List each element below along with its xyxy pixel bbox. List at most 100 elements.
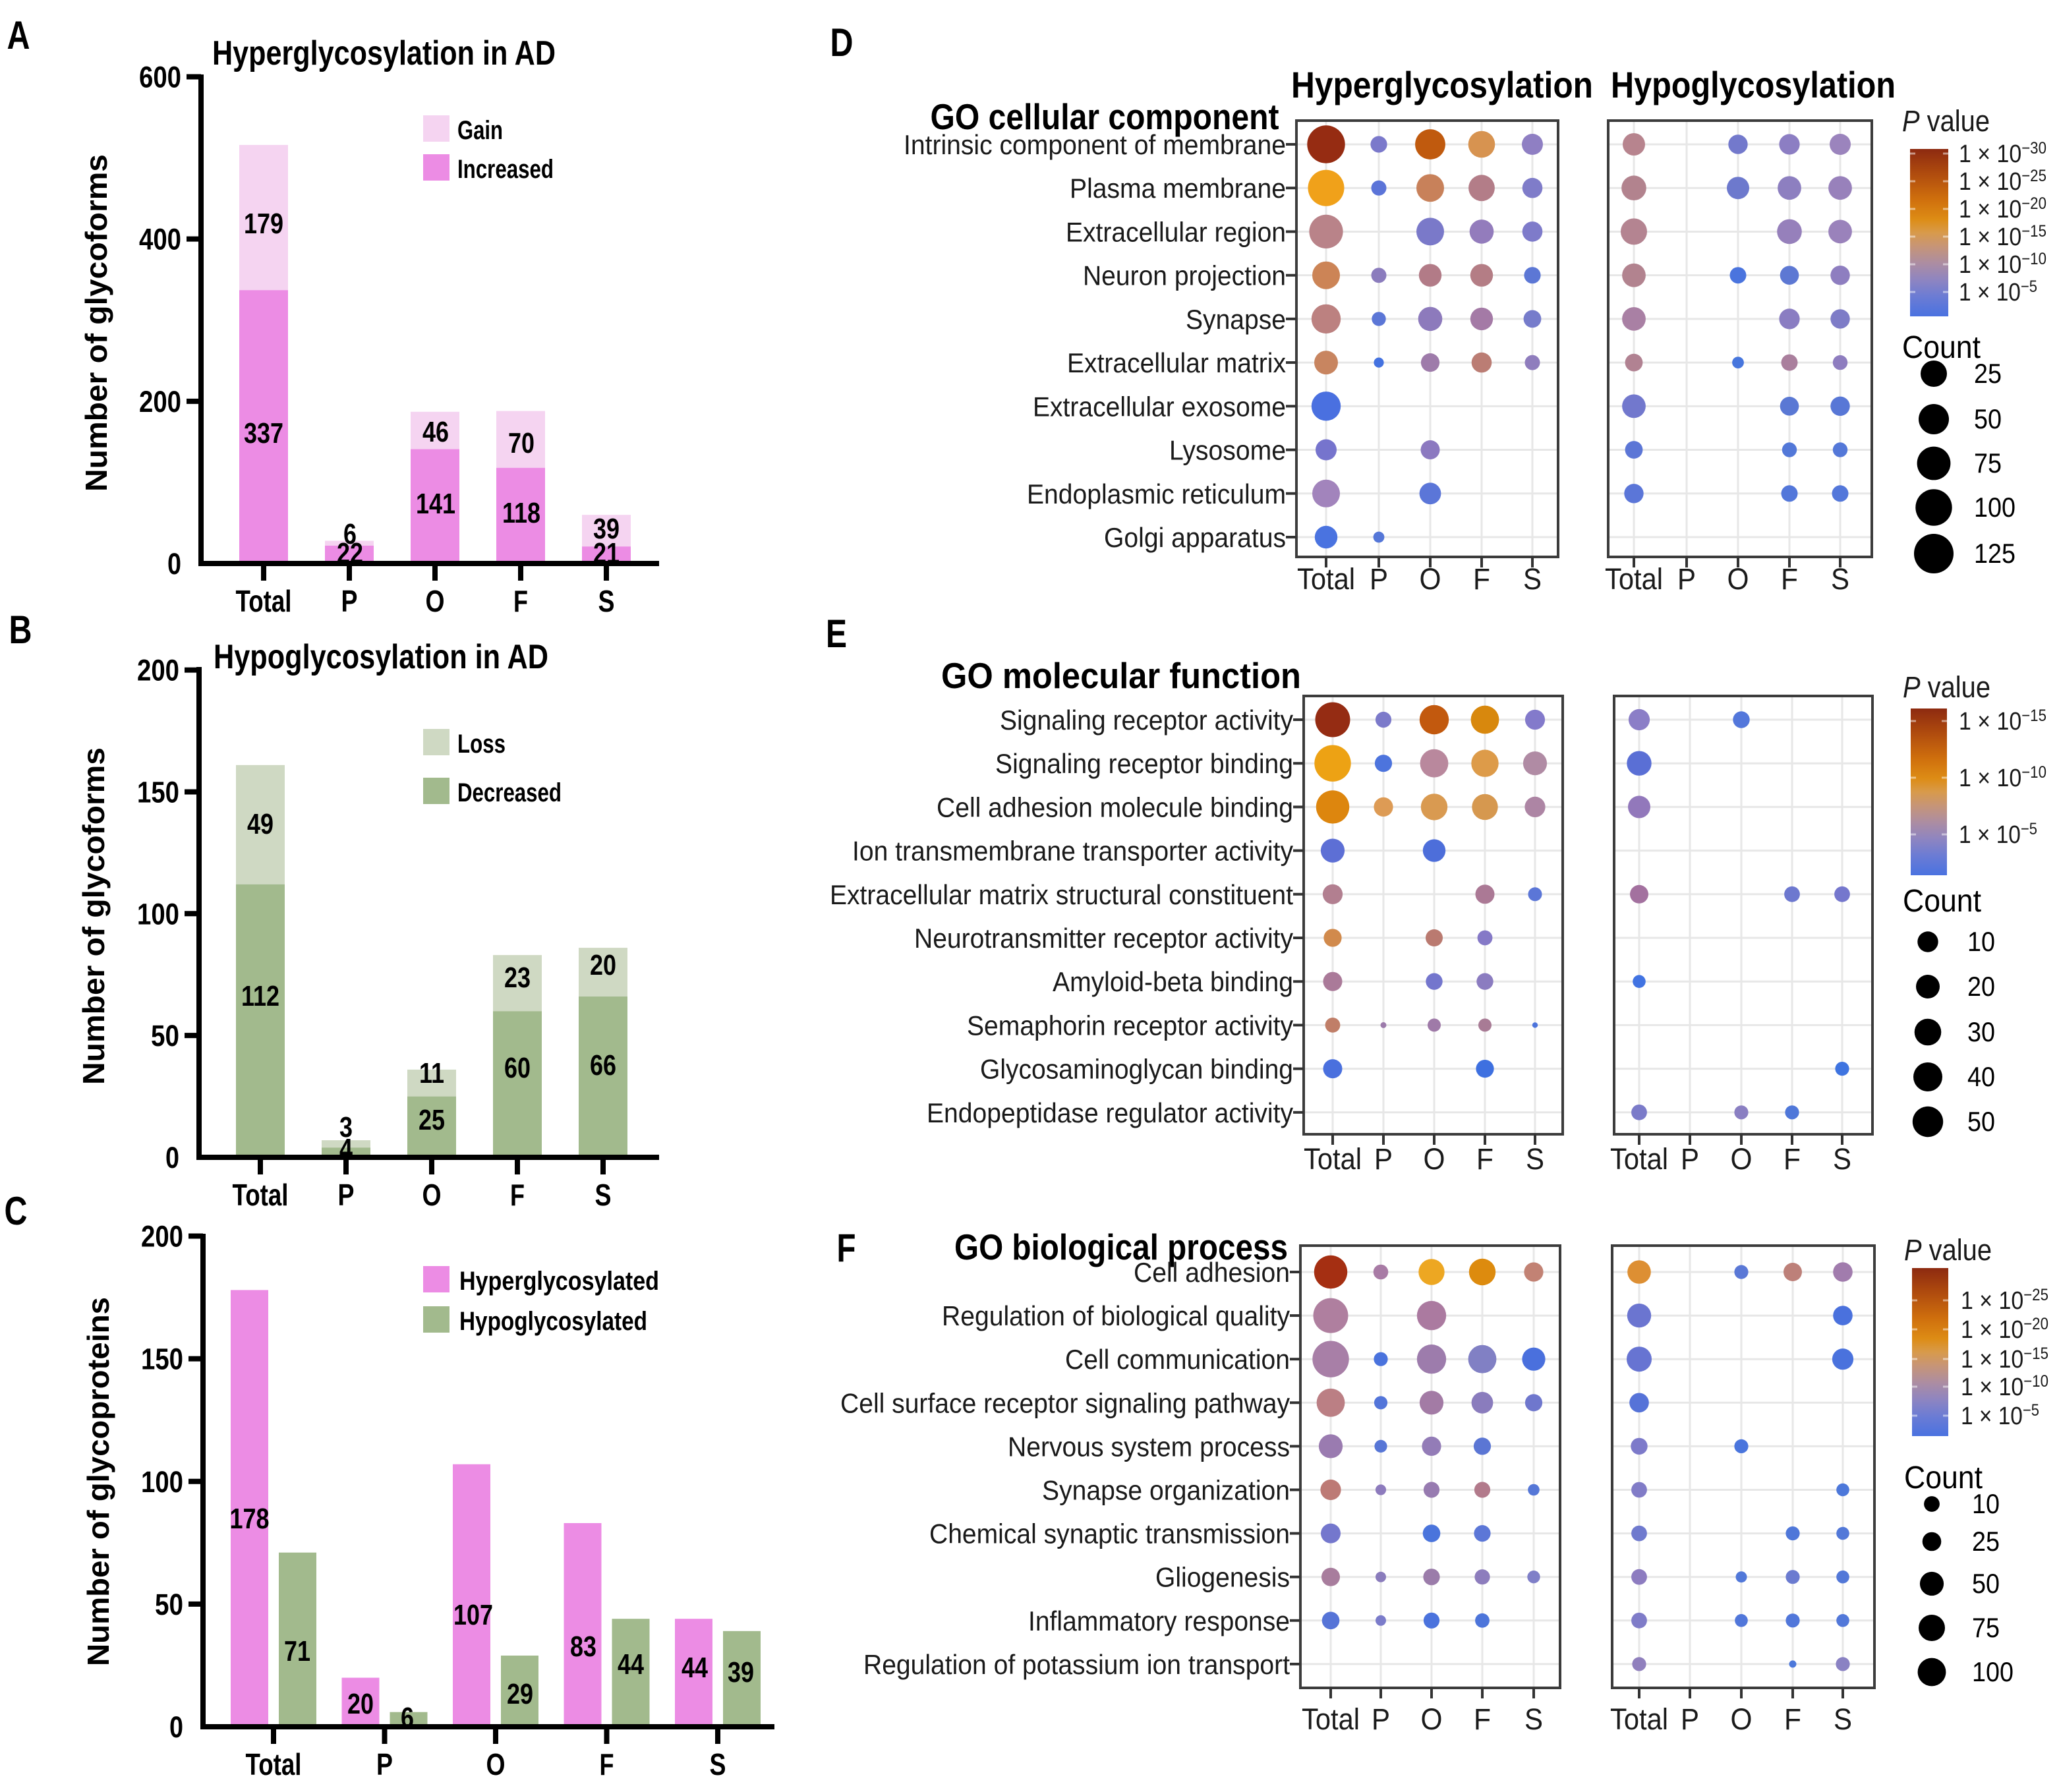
svg-text:Cell surface receptor signalin: Cell surface receptor signaling pathway <box>840 1387 1290 1418</box>
svg-text:P: P <box>1372 1702 1390 1736</box>
svg-text:Chemical synaptic transmission: Chemical synaptic transmission <box>929 1518 1290 1549</box>
svg-text:P: P <box>1374 1142 1393 1176</box>
svg-text:20: 20 <box>590 949 616 981</box>
svg-text:O: O <box>1727 562 1749 596</box>
svg-text:Extracellular exosome: Extracellular exosome <box>1033 391 1286 422</box>
svg-text:200: 200 <box>139 385 181 419</box>
svg-text:P: P <box>1677 562 1696 596</box>
svg-text:Number of glycoproteins: Number of glycoproteins <box>81 1297 115 1666</box>
svg-text:Hyperglycosylated: Hyperglycosylated <box>459 1267 659 1296</box>
svg-text:200: 200 <box>141 1220 183 1254</box>
svg-text:B: B <box>9 608 32 652</box>
svg-text:E: E <box>826 612 847 656</box>
svg-text:600: 600 <box>139 61 181 94</box>
svg-text:Total: Total <box>1610 1142 1668 1176</box>
svg-text:S: S <box>598 584 615 618</box>
svg-text:F: F <box>1781 562 1798 596</box>
svg-text:S: S <box>710 1747 726 1781</box>
svg-text:F: F <box>1476 1142 1494 1176</box>
svg-text:F: F <box>837 1226 856 1270</box>
svg-text:A: A <box>7 13 30 57</box>
svg-text:Synapse: Synapse <box>1186 304 1286 335</box>
svg-text:Gain: Gain <box>457 116 503 145</box>
svg-text:Total: Total <box>1297 562 1355 596</box>
svg-text:60: 60 <box>504 1052 531 1084</box>
svg-text:141: 141 <box>416 488 455 520</box>
svg-text:Hyperglycosylation: Hyperglycosylation <box>1291 64 1593 105</box>
svg-text:Total: Total <box>1610 1702 1668 1736</box>
svg-text:D: D <box>830 20 854 65</box>
svg-text:P value: P value <box>1903 670 1990 704</box>
svg-text:O: O <box>1731 1142 1753 1176</box>
svg-text:Cell adhesion: Cell adhesion <box>1134 1257 1290 1288</box>
svg-text:Inflammatory response: Inflammatory response <box>1028 1605 1290 1636</box>
svg-text:112: 112 <box>241 980 279 1012</box>
svg-text:100: 100 <box>141 1465 183 1499</box>
svg-text:39: 39 <box>593 513 620 545</box>
svg-text:50: 50 <box>1974 403 2002 434</box>
svg-text:337: 337 <box>244 417 283 449</box>
svg-text:O: O <box>426 584 445 618</box>
svg-text:P: P <box>376 1747 393 1781</box>
svg-text:GO biological process: GO biological process <box>954 1227 1288 1267</box>
svg-text:23: 23 <box>504 962 531 994</box>
svg-text:Count: Count <box>1902 330 1981 365</box>
svg-text:3: 3 <box>339 1111 353 1143</box>
svg-text:25: 25 <box>419 1104 445 1136</box>
svg-text:Regulation of biological quali: Regulation of biological quality <box>942 1300 1290 1331</box>
svg-text:GO cellular component: GO cellular component <box>931 96 1279 137</box>
svg-text:Count: Count <box>1903 884 1981 919</box>
svg-text:Extracellular matrix: Extracellular matrix <box>1067 347 1286 378</box>
svg-text:Total: Total <box>1302 1702 1360 1736</box>
svg-text:Total: Total <box>246 1747 302 1781</box>
svg-text:S: S <box>1524 1702 1543 1736</box>
svg-text:25: 25 <box>1972 1526 2000 1557</box>
svg-text:Loss: Loss <box>457 730 506 759</box>
svg-text:107: 107 <box>453 1599 493 1631</box>
svg-text:S: S <box>1526 1142 1544 1176</box>
svg-text:Gliogenesis: Gliogenesis <box>1155 1562 1290 1593</box>
svg-text:0: 0 <box>167 547 181 581</box>
svg-text:Neuron projection: Neuron projection <box>1083 260 1286 291</box>
svg-text:P value: P value <box>1904 1233 1992 1267</box>
svg-text:Cell communication: Cell communication <box>1065 1344 1290 1375</box>
svg-text:49: 49 <box>247 808 274 840</box>
svg-text:Glycosaminoglycan binding: Glycosaminoglycan binding <box>980 1054 1293 1085</box>
svg-text:Endoplasmic reticulum: Endoplasmic reticulum <box>1027 478 1286 509</box>
svg-text:Increased: Increased <box>457 155 554 184</box>
svg-text:Total: Total <box>1605 562 1663 596</box>
svg-text:1 × 10−10: 1 × 10−10 <box>1959 250 2046 279</box>
svg-text:Count: Count <box>1904 1460 1983 1495</box>
svg-text:100: 100 <box>137 897 179 931</box>
svg-text:F: F <box>1474 1702 1491 1736</box>
svg-text:50: 50 <box>155 1588 183 1621</box>
svg-text:44: 44 <box>682 1652 708 1684</box>
svg-text:Amyloid-beta binding: Amyloid-beta binding <box>1053 966 1293 997</box>
svg-text:Endopeptidase regulator activi: Endopeptidase regulator activity <box>927 1097 1293 1128</box>
svg-text:O: O <box>486 1747 506 1781</box>
svg-text:S: S <box>595 1178 612 1212</box>
svg-text:S: S <box>1834 1702 1852 1736</box>
svg-text:71: 71 <box>284 1635 310 1667</box>
svg-text:6: 6 <box>343 518 357 550</box>
svg-text:S: S <box>1833 1142 1851 1176</box>
svg-text:75: 75 <box>1972 1612 2000 1643</box>
svg-text:118: 118 <box>502 497 540 529</box>
svg-text:70: 70 <box>508 427 535 459</box>
svg-text:O: O <box>1421 1702 1443 1736</box>
svg-text:1 × 10−10: 1 × 10−10 <box>1961 1372 2048 1401</box>
svg-text:Cell adhesion molecule binding: Cell adhesion molecule binding <box>937 792 1293 823</box>
svg-text:50: 50 <box>1967 1106 1995 1137</box>
svg-text:Ion transmembrane transporter: Ion transmembrane transporter activity <box>852 836 1293 867</box>
svg-text:Signaling receptor activity: Signaling receptor activity <box>1000 705 1293 736</box>
svg-text:Neurotransmitter receptor acti: Neurotransmitter receptor activity <box>914 923 1293 954</box>
svg-text:S: S <box>1523 562 1542 596</box>
svg-text:46: 46 <box>422 416 449 448</box>
svg-text:Golgi apparatus: Golgi apparatus <box>1104 522 1286 553</box>
svg-text:O: O <box>1420 562 1441 596</box>
svg-text:Synapse organization: Synapse organization <box>1042 1475 1290 1506</box>
svg-text:Regulation of potassium ion tr: Regulation of potassium ion transport <box>863 1649 1290 1680</box>
svg-text:100: 100 <box>1974 492 2016 523</box>
svg-text:1 × 10−30: 1 × 10−30 <box>1959 139 2046 168</box>
svg-text:0: 0 <box>165 1141 179 1174</box>
